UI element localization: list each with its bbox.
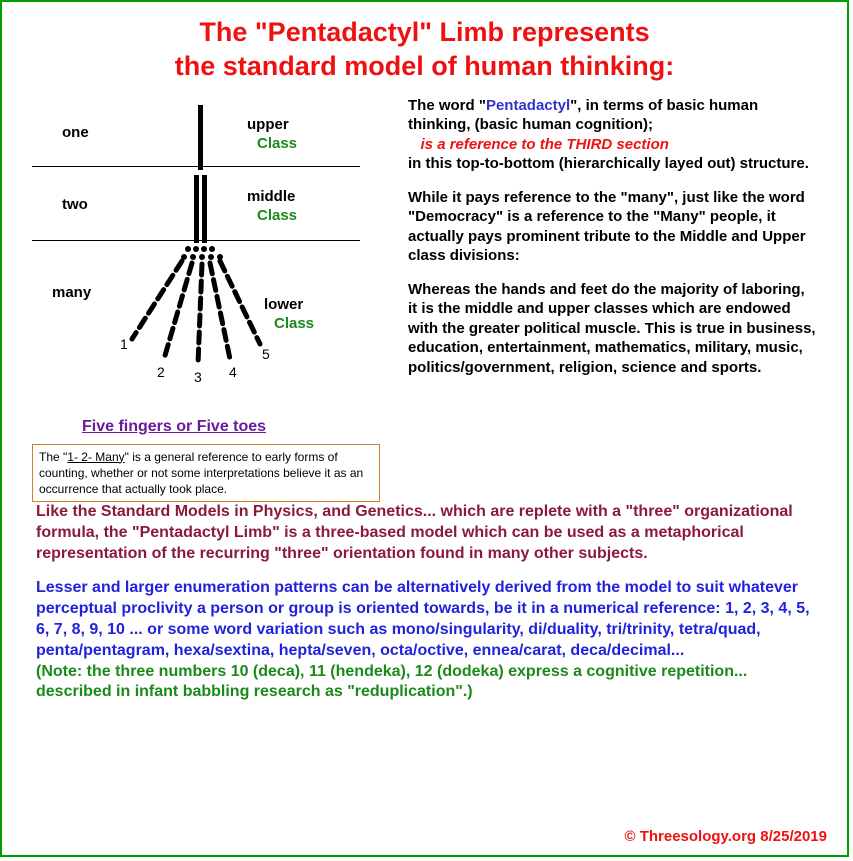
note-underlined: 1- 2- Many	[67, 450, 124, 464]
right-para-1: The word "Pentadactyl", in terms of basi…	[408, 96, 817, 174]
lower-text-block: Like the Standard Models in Physics, and…	[2, 502, 847, 703]
digit-5: 5	[262, 346, 270, 362]
two-column-region: one upper Class two middle Class many lo…	[2, 90, 847, 503]
blue-paragraph: Lesser and larger enumeration patterns c…	[36, 578, 813, 661]
copyright-line: © Threesology.org 8/25/2019	[624, 828, 827, 845]
maroon-paragraph: Like the Standard Models in Physics, and…	[36, 502, 813, 564]
page-frame: The "Pentadactyl" Limb represents the st…	[0, 0, 849, 857]
p1a: The word "	[408, 97, 486, 114]
note-lead: The "	[39, 450, 67, 464]
digit-4: 4	[229, 364, 237, 380]
right-para-2: While it pays reference to the "many", j…	[408, 188, 817, 266]
right-para-3: Whereas the hands and feet do the majori…	[408, 280, 817, 378]
row-left-many: many	[52, 284, 91, 301]
main-title: The "Pentadactyl" Limb represents the st…	[2, 2, 847, 90]
limb-svg: 1 2 3 4 5	[102, 99, 302, 389]
row-left-two: two	[62, 196, 88, 213]
title-line-2: the standard model of human thinking:	[175, 51, 675, 81]
limb-diagram: one upper Class two middle Class many lo…	[32, 104, 372, 404]
left-column: one upper Class two middle Class many lo…	[22, 96, 392, 503]
green-note: (Note: the three numbers 10 (deca), 11 (…	[36, 662, 813, 704]
row-left-one: one	[62, 124, 89, 141]
p1-word: Pentadactyl	[486, 97, 570, 114]
note-box: The "1- 2- Many" is a general reference …	[32, 444, 380, 503]
p1c: in this top-to-bottom (hierarchically la…	[408, 155, 809, 172]
diagram-caption: Five fingers or Five toes	[82, 418, 392, 436]
right-column: The word "Pentadactyl", in terms of basi…	[392, 96, 827, 503]
digit-2: 2	[157, 364, 165, 380]
p1-red: is a reference to the THIRD section	[421, 136, 669, 153]
title-line-1: The "Pentadactyl" Limb represents	[199, 17, 649, 47]
digit-3: 3	[194, 369, 202, 385]
digit-1: 1	[120, 336, 128, 352]
